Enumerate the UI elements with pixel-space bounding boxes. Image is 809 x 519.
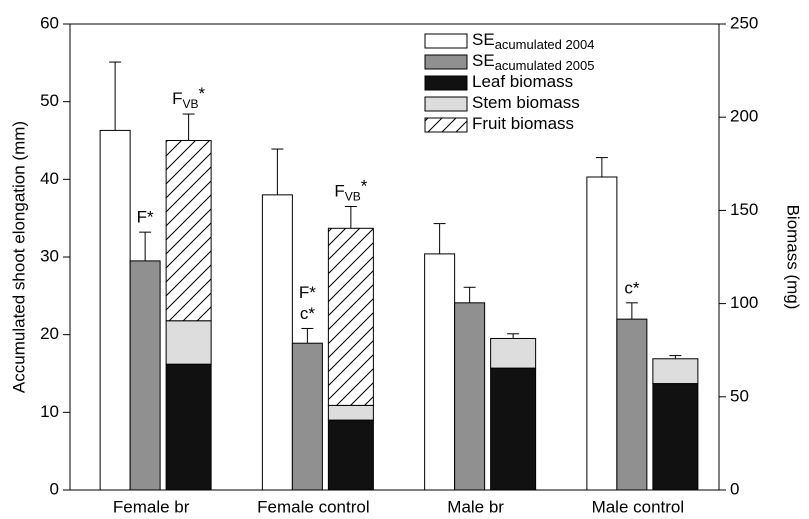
bar [165,320,212,365]
x-tick-label: Female br [113,497,190,516]
legend-name: Leaf biomass [472,72,573,91]
x-tick-label: Male br [447,497,504,516]
bar [490,337,537,369]
legend-name: SE [472,51,495,70]
annotation: F* [137,208,154,227]
annotation-sub: VB [183,97,199,111]
bar [586,176,618,491]
annotation-sup: * [361,177,368,196]
bar [327,419,374,491]
y2-tick-label: 50 [730,386,749,405]
bar [327,227,374,406]
bar [652,358,699,385]
legend-label: SEacumulated 2005 [472,51,594,73]
y-tick-label: 20 [40,324,59,343]
legend-swatch [424,117,468,133]
legend-swatch [424,75,468,91]
annotation-text: F [334,182,344,201]
bar [165,363,212,491]
legend-name: Stem biomass [472,93,580,112]
x-tick-label: Male control [592,497,685,516]
bar [616,318,648,491]
bar [291,342,323,491]
x-tick-label: Female control [257,497,369,516]
bar [165,140,212,322]
bar [490,367,537,491]
annotation-sub: VB [345,190,361,204]
legend-label: SEacumulated 2004 [472,30,594,52]
y2-tick-label: 0 [730,479,739,498]
y2-tick-label: 250 [730,13,758,32]
legend-swatch [424,33,468,49]
y-tick-label: 40 [40,169,59,188]
y2-tick-label: 150 [730,200,758,219]
bar [327,404,374,421]
legend-name: SE [472,30,495,49]
y-axis-label: Accumulated shoot elongation (mm) [9,121,28,393]
legend-label: Stem biomass [472,93,580,112]
annotation: F* [299,283,316,302]
y-tick-label: 50 [40,91,59,110]
bar [99,129,131,491]
bar [129,260,161,491]
annotation: c* [624,278,640,297]
annotation: c* [300,304,316,323]
bar [424,253,456,491]
legend-swatch [424,54,468,70]
y-tick-label: 30 [40,246,59,265]
legend-subscript: acumulated 2005 [495,58,595,73]
annotation: FVB* [334,177,367,204]
annotation-sup: * [199,85,206,104]
y-tick-label: 0 [50,479,59,498]
legend-subscript: acumulated 2004 [495,37,595,52]
annotation-text: F [172,90,182,109]
bar [454,302,486,491]
y2-axis-label: Biomass (mg) [784,205,803,310]
y2-tick-label: 200 [730,107,758,126]
legend-label: Fruit biomass [472,114,574,133]
y-tick-label: 10 [40,402,59,421]
plot-frame [69,23,720,491]
y-tick-label: 60 [40,13,59,32]
annotation: FVB* [172,85,205,112]
legend-swatch [424,96,468,112]
bar [652,383,699,491]
legend-label: Leaf biomass [472,72,573,91]
legend-name: Fruit biomass [472,114,574,133]
bar [261,194,293,491]
y2-tick-label: 100 [730,293,758,312]
